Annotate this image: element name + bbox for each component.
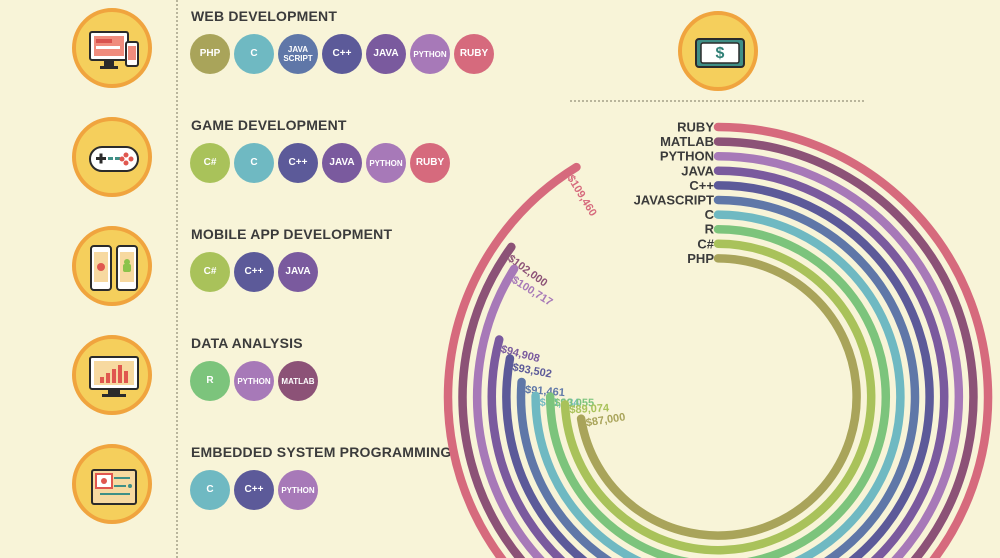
salary-arc xyxy=(545,224,891,558)
horizontal-divider xyxy=(570,100,864,102)
salary-arc xyxy=(502,181,934,558)
language-label: C xyxy=(705,207,715,222)
smartphones-icon xyxy=(72,226,152,306)
language-pill: PYTHON xyxy=(278,470,318,510)
vertical-divider xyxy=(176,0,178,558)
category-title: DATA ANALYSIS xyxy=(191,335,303,351)
salary-label: $93,502 xyxy=(511,362,552,381)
salary-label: $89,074 xyxy=(569,402,610,416)
language-pill: C++ xyxy=(322,34,362,74)
language-pill: C xyxy=(234,34,274,74)
language-pill: RUBY xyxy=(410,143,450,183)
language-pill: JAVA SCRIPT xyxy=(278,34,318,74)
gamepad-icon xyxy=(72,117,152,197)
language-pill: C# xyxy=(190,252,230,292)
category-row: EMBEDDED SYSTEM PROGRAMMING C C++ PYTHON xyxy=(0,436,560,536)
language-pill: PYTHON xyxy=(410,34,450,74)
language-pill-list: C C++ PYTHON xyxy=(190,470,318,510)
language-pill: C++ xyxy=(278,143,318,183)
language-pill: JAVA xyxy=(322,143,362,183)
language-label: JAVASCRIPT xyxy=(634,193,714,208)
language-pill-list: PHP C JAVA SCRIPT C++ JAVA PYTHON RUBY xyxy=(190,34,494,74)
category-title: MOBILE APP DEVELOPMENT xyxy=(191,226,393,242)
dollar-bill-icon: $ xyxy=(678,11,758,91)
language-pill: PHP xyxy=(190,34,230,74)
salary-label: $109,460 xyxy=(564,173,598,218)
language-pill: RUBY xyxy=(454,34,494,74)
circuit-board-icon xyxy=(72,444,152,524)
language-label: PHP xyxy=(687,251,714,266)
language-pill: PYTHON xyxy=(366,143,406,183)
language-pill: JAVA xyxy=(278,252,318,292)
language-label: C++ xyxy=(689,178,714,193)
salary-arc xyxy=(531,210,905,558)
salary-arc xyxy=(443,122,993,558)
monitor-phone-icon xyxy=(72,8,152,88)
language-pill: C xyxy=(190,470,230,510)
category-row: GAME DEVELOPMENT C# C C++ JAVA PYTHON RUBY xyxy=(0,109,560,209)
language-pill-list: C# C++ JAVA xyxy=(190,252,318,292)
language-label: R xyxy=(705,222,715,237)
category-title: GAME DEVELOPMENT xyxy=(191,117,347,133)
language-pill: PYTHON xyxy=(234,361,274,401)
language-label: C# xyxy=(697,236,714,251)
language-pill: MATLAB xyxy=(278,361,318,401)
salary-arc xyxy=(516,195,920,558)
category-row: DATA ANALYSIS R PYTHON MATLAB xyxy=(0,327,560,427)
language-pill-list: C# C C++ JAVA PYTHON RUBY xyxy=(190,143,450,183)
category-title: EMBEDDED SYSTEM PROGRAMMING xyxy=(191,444,452,460)
salary-arc xyxy=(576,254,861,540)
dollar-symbol: $ xyxy=(716,45,725,62)
salary-arc xyxy=(560,239,876,555)
category-row: WEB DEVELOPMENT PHP C JAVA SCRIPT C++ JAVA PYT… xyxy=(0,0,560,100)
bar-chart-monitor-icon xyxy=(72,335,152,415)
language-pill: C# xyxy=(190,143,230,183)
language-pill: C++ xyxy=(234,252,274,292)
language-label: JAVA xyxy=(681,163,714,178)
salary-arc xyxy=(473,151,963,558)
category-title: WEB DEVELOPMENT xyxy=(191,8,338,24)
salary-arc xyxy=(487,166,949,558)
language-label: MATLAB xyxy=(660,134,714,149)
salary-arc xyxy=(458,137,978,558)
language-pill-list: R PYTHON MATLAB xyxy=(190,361,318,401)
category-row: MOBILE APP DEVELOPMENT C# C++ JAVA xyxy=(0,218,560,318)
language-label: PYTHON xyxy=(660,149,714,164)
language-label: RUBY xyxy=(677,120,714,135)
language-pill: C xyxy=(234,143,274,183)
language-pill: C++ xyxy=(234,470,274,510)
language-pill: JAVA xyxy=(366,34,406,74)
language-pill: R xyxy=(190,361,230,401)
